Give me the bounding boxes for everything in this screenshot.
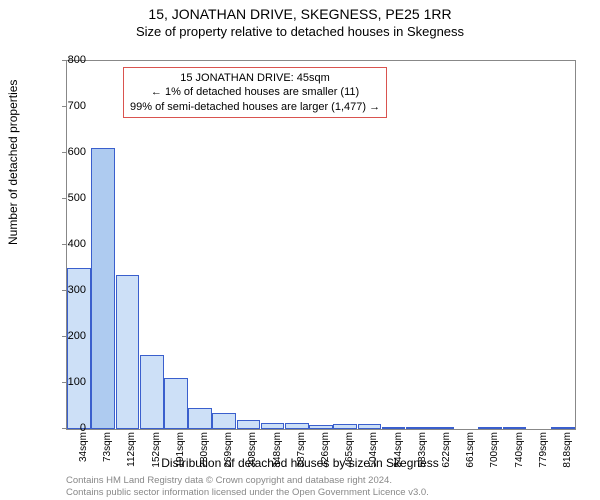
chart-subtitle: Size of property relative to detached ho… (0, 22, 600, 39)
histogram-bar (358, 424, 382, 429)
x-tick-label: 73sqm (102, 432, 113, 472)
x-tick-label: 779sqm (538, 432, 549, 472)
x-tick-label: 308sqm (247, 432, 258, 472)
histogram-bar (430, 427, 454, 429)
plot-area: 15 JONATHAN DRIVE: 45sqm ← 1% of detache… (66, 60, 576, 430)
chart-container: 15, JONATHAN DRIVE, SKEGNESS, PE25 1RR S… (0, 0, 600, 500)
y-tick-mark (62, 244, 66, 245)
y-tick-label: 200 (56, 330, 86, 342)
histogram-bar (478, 427, 502, 429)
footer-line1: Contains HM Land Registry data © Crown c… (66, 475, 429, 486)
x-tick-label: 152sqm (151, 432, 162, 472)
histogram-bar (91, 148, 115, 429)
histogram-bar (285, 423, 309, 429)
y-tick-mark (62, 336, 66, 337)
x-tick-label: 230sqm (199, 432, 210, 472)
x-tick-label: 465sqm (344, 432, 355, 472)
y-tick-mark (62, 198, 66, 199)
x-tick-label: 740sqm (514, 432, 525, 472)
x-tick-label: 191sqm (175, 432, 186, 472)
histogram-bar (406, 427, 430, 429)
histogram-bar (503, 427, 527, 429)
footer-line2: Contains public sector information licen… (66, 487, 429, 498)
page-title: 15, JONATHAN DRIVE, SKEGNESS, PE25 1RR (0, 0, 600, 22)
histogram-bar (140, 355, 164, 429)
x-tick-label: 700sqm (489, 432, 500, 472)
x-tick-label: 583sqm (417, 432, 428, 472)
x-tick-label: 348sqm (272, 432, 283, 472)
y-tick-mark (62, 290, 66, 291)
histogram-bar (237, 420, 261, 429)
histogram-bar (164, 378, 188, 429)
histogram-bar (261, 423, 285, 429)
x-tick-label: 504sqm (368, 432, 379, 472)
histogram-bar (382, 427, 406, 429)
x-tick-label: 818sqm (562, 432, 573, 472)
y-tick-label: 100 (56, 376, 86, 388)
x-tick-label: 112sqm (126, 432, 137, 472)
y-tick-mark (62, 428, 66, 429)
histogram-bar (188, 408, 212, 429)
histogram-bar (309, 425, 333, 429)
y-tick-label: 400 (56, 238, 86, 250)
histogram-bar (333, 424, 357, 429)
y-tick-mark (62, 60, 66, 61)
y-tick-mark (62, 106, 66, 107)
annotation-line1: 15 JONATHAN DRIVE: 45sqm (130, 71, 380, 85)
y-tick-label: 600 (56, 146, 86, 158)
histogram-bar (551, 427, 575, 429)
y-tick-mark (62, 152, 66, 153)
x-tick-label: 387sqm (296, 432, 307, 472)
footer-attribution: Contains HM Land Registry data © Crown c… (66, 475, 429, 498)
x-tick-label: 661sqm (465, 432, 476, 472)
x-tick-label: 269sqm (223, 432, 234, 472)
y-tick-label: 700 (56, 100, 86, 112)
histogram-bar (212, 413, 236, 429)
y-tick-label: 300 (56, 284, 86, 296)
annotation-box: 15 JONATHAN DRIVE: 45sqm ← 1% of detache… (123, 67, 387, 118)
x-tick-label: 426sqm (320, 432, 331, 472)
x-tick-label: 622sqm (441, 432, 452, 472)
y-axis-label: Number of detached properties (6, 80, 20, 245)
y-tick-mark (62, 382, 66, 383)
x-tick-label: 544sqm (393, 432, 404, 472)
histogram-bar (116, 275, 140, 429)
annotation-line3: 99% of semi-detached houses are larger (… (130, 100, 380, 114)
annotation-line2: ← 1% of detached houses are smaller (11) (130, 85, 380, 99)
y-tick-label: 500 (56, 192, 86, 204)
x-tick-label: 34sqm (78, 432, 89, 472)
y-tick-label: 800 (56, 54, 86, 66)
